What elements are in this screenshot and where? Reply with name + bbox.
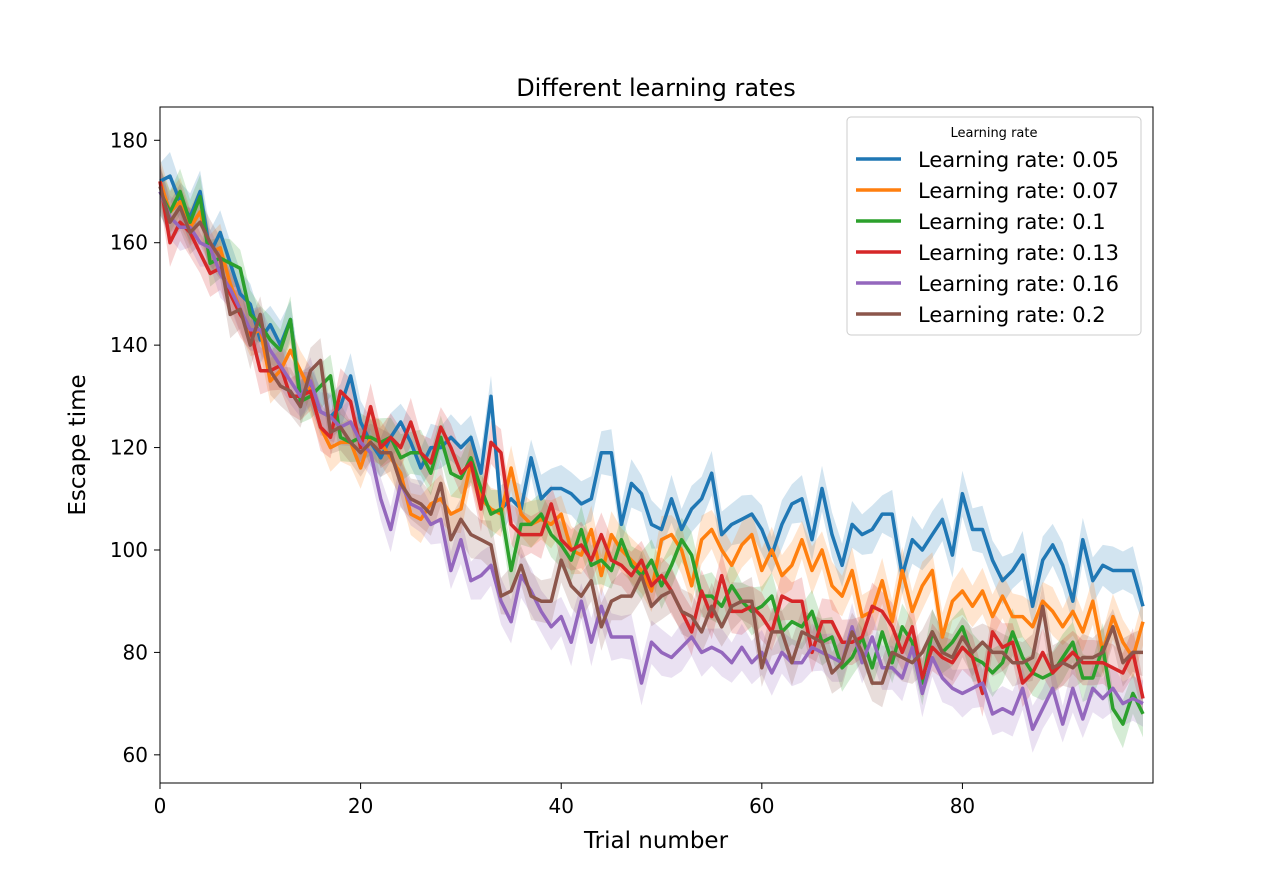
y-tick-label: 140 xyxy=(110,333,148,357)
x-axis-label: Trial number xyxy=(583,828,729,854)
confidence-band-0 xyxy=(160,152,1143,626)
legend-title: Learning rate xyxy=(951,126,1038,141)
confidence-band-4 xyxy=(160,168,1143,753)
y-tick-label: 60 xyxy=(123,743,148,767)
legend-label: Learning rate: 0.16 xyxy=(918,272,1119,296)
confidence-band-1 xyxy=(160,158,1143,680)
x-tick-label: 40 xyxy=(548,794,573,818)
plot-frame xyxy=(159,106,1154,784)
x-axis: 0 20 40 60 80 xyxy=(154,783,975,818)
y-tick-label: 80 xyxy=(123,640,148,664)
y-tick-label: 160 xyxy=(110,231,148,255)
legend-label: Learning rate: 0.1 xyxy=(918,210,1106,234)
legend-label: Learning rate: 0.13 xyxy=(918,241,1119,265)
y-tick-label: 100 xyxy=(110,538,148,562)
series-line-3 xyxy=(158,181,1145,699)
legend: Learning rate Learning rate: 0.05 Learnin… xyxy=(846,116,1142,336)
legend-label: Learning rate: 0.05 xyxy=(918,148,1119,172)
x-tick-label: 20 xyxy=(348,794,373,818)
y-axis: 60 80 100 120 140 160 180 xyxy=(110,128,160,767)
series-line-1 xyxy=(158,180,1145,660)
x-tick-label: 60 xyxy=(749,794,774,818)
series-line-5 xyxy=(158,185,1143,685)
chart-title: Different learning rates xyxy=(516,74,796,102)
y-tick-label: 180 xyxy=(110,128,148,152)
series-line-4 xyxy=(158,190,1144,731)
legend-label: Learning rate: 0.07 xyxy=(918,179,1119,203)
legend-label: Learning rate: 0.2 xyxy=(918,303,1106,327)
y-axis-label: Escape time xyxy=(65,374,91,515)
y-tick-label: 120 xyxy=(110,436,148,460)
series-lines xyxy=(158,174,1145,731)
x-tick-label: 0 xyxy=(154,794,167,818)
legend-frame xyxy=(846,116,1142,336)
x-tick-label: 80 xyxy=(950,794,975,818)
